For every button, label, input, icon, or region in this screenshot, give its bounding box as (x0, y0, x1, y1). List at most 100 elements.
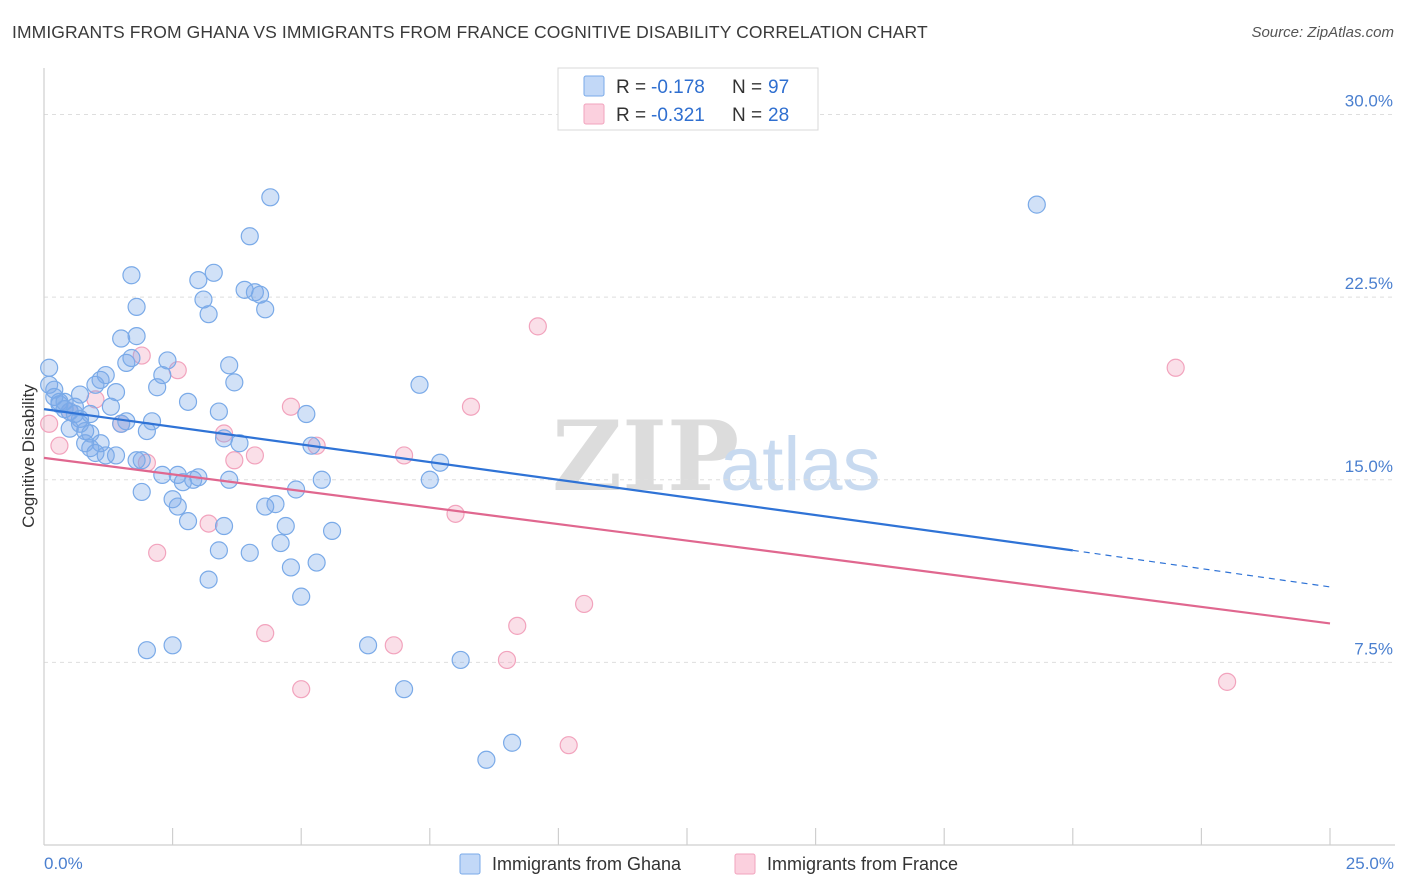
ghana-point (158, 351, 177, 370)
chart-title: IMMIGRANTS FROM GHANA VS IMMIGRANTS FROM… (12, 22, 928, 42)
ghana-point (209, 402, 228, 421)
ghana-point (281, 558, 301, 577)
ghana-point (477, 750, 496, 769)
ghana-point (117, 353, 136, 372)
ghana-point (240, 227, 259, 246)
ghana-point (106, 446, 126, 465)
france-point (199, 514, 218, 533)
ghana-point (297, 404, 316, 424)
ghana-point (127, 327, 146, 346)
ghana-point (394, 680, 414, 699)
x-tick-label-max: 25.0% (1346, 854, 1394, 873)
ghana-point (106, 383, 126, 402)
ghana-point (178, 512, 198, 531)
ghana-point (225, 373, 244, 392)
france-point (50, 436, 69, 455)
ghana-point (199, 570, 218, 589)
ghana-point (91, 370, 110, 390)
source-label: Source: ZipAtlas.com (1251, 24, 1394, 41)
y-tick-label: 7.5% (1354, 639, 1393, 658)
watermark-zip: ZIP (552, 400, 739, 513)
legend-ghana-r-value: -0.178 (651, 77, 705, 98)
legend-ghana-swatch (583, 75, 605, 97)
ghana-point (451, 650, 470, 670)
bottom-legend-ghana-swatch (459, 853, 481, 875)
ghana-point (40, 358, 59, 377)
ghana-point (1027, 195, 1046, 214)
bottom-legend: Immigrants from Ghana Immigrants from Fr… (459, 853, 958, 875)
france-point (394, 446, 414, 465)
france-point (225, 451, 244, 470)
france-points (40, 317, 1237, 755)
legend-france-r-value: -0.321 (651, 105, 705, 126)
ghana-point (199, 305, 218, 324)
france-point (508, 616, 527, 635)
ghana-point (178, 392, 198, 411)
ghana-point (142, 412, 162, 431)
bottom-legend-france-label: Immigrants from France (767, 854, 958, 874)
legend-france-n-label: N = (732, 105, 762, 126)
ghana-point (276, 516, 295, 536)
ghana-point (132, 482, 151, 502)
ghana-point (307, 553, 326, 572)
ghana-point (127, 451, 146, 470)
ghana-point (189, 270, 208, 290)
france-point (40, 414, 59, 433)
y-axis-label: Cognitive Disability (19, 384, 38, 528)
france-point (1166, 358, 1185, 377)
france-trend-line (43, 456, 1331, 625)
ghana-point (81, 439, 100, 458)
trend-lines (43, 408, 1331, 625)
ghana-point (271, 533, 290, 553)
ghana-point (358, 636, 378, 655)
ghana-point (122, 348, 141, 368)
ghana-point (163, 636, 182, 655)
france-point (281, 397, 301, 416)
ghana-point (420, 470, 439, 489)
ghana-point (70, 385, 90, 404)
ghana-point (214, 516, 234, 536)
ghana-point (204, 263, 223, 282)
ghana-point (112, 329, 131, 348)
ghana-point (256, 300, 275, 319)
ghana-point (137, 641, 156, 660)
france-point (461, 397, 481, 416)
ghana-point (96, 365, 115, 385)
ghana-point (410, 375, 429, 394)
france-point (245, 446, 265, 465)
gridlines (44, 114, 1395, 663)
top-legend: R = -0.178 N = 97 R = -0.321 N = 28 (557, 67, 819, 131)
ghana-point (256, 497, 275, 516)
legend-ghana-r-label: R = (616, 77, 646, 98)
ghana-point (503, 733, 522, 752)
legend-ghana-n-label: N = (732, 77, 762, 98)
ghana-point (292, 587, 311, 606)
ghana-point (312, 470, 331, 489)
y-tick-label: 22.5% (1345, 274, 1393, 293)
watermark-atlas: atlas (720, 422, 881, 507)
ghana-point (230, 434, 249, 453)
ghana-point (240, 543, 259, 562)
ghana-trend-line (43, 408, 1073, 552)
ghana-point (55, 392, 74, 411)
y-tick-label: 15.0% (1345, 457, 1393, 476)
bottom-legend-france-swatch (734, 853, 756, 875)
france-point (497, 650, 517, 670)
ghana-trend-extension (1072, 549, 1331, 588)
france-point (292, 680, 311, 699)
y-tick-label: 30.0% (1345, 92, 1393, 111)
ghana-point (322, 521, 342, 540)
france-point (1218, 672, 1237, 691)
ghana-point (220, 356, 239, 375)
legend-ghana-n-value: 97 (768, 77, 789, 98)
france-point (446, 504, 465, 523)
ghana-point (261, 188, 280, 207)
legend-france-swatch (583, 103, 605, 125)
bottom-legend-ghana-label: Immigrants from Ghana (492, 854, 682, 874)
ghana-point (122, 266, 141, 285)
legend-france-r-label: R = (616, 105, 646, 126)
ghana-point (220, 470, 239, 489)
ghana-point (70, 414, 90, 433)
france-point (528, 317, 547, 336)
